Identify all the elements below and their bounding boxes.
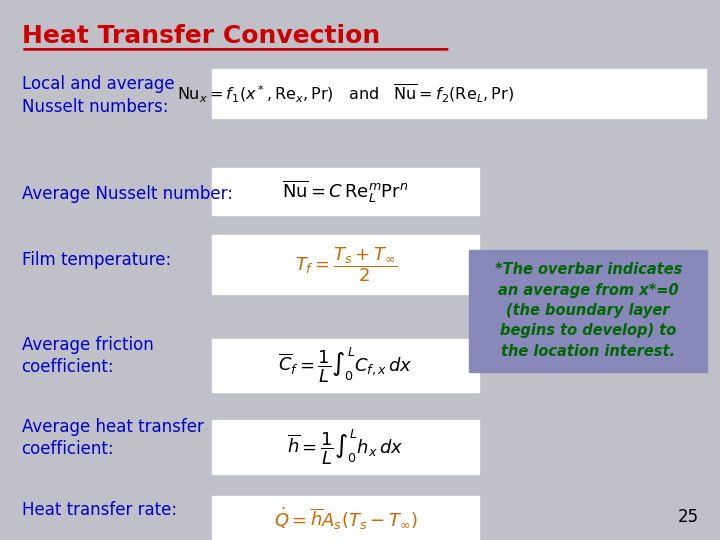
FancyBboxPatch shape (212, 235, 479, 294)
FancyBboxPatch shape (212, 339, 479, 392)
Text: Average friction
coefficient:: Average friction coefficient: (22, 335, 153, 376)
Text: Average Nusselt number:: Average Nusselt number: (22, 185, 233, 202)
Text: Average heat transfer
coefficient:: Average heat transfer coefficient: (22, 418, 204, 458)
Text: $T_f = \dfrac{T_s + T_\infty}{2}$: $T_f = \dfrac{T_s + T_\infty}{2}$ (294, 245, 397, 284)
Text: $\overline{C}_f = \dfrac{1}{L}\int_0^L C_{f,x}\,dx$: $\overline{C}_f = \dfrac{1}{L}\int_0^L C… (278, 346, 413, 385)
Text: Film temperature:: Film temperature: (22, 251, 171, 269)
FancyBboxPatch shape (212, 496, 479, 540)
Text: $\overline{\mathrm{Nu}} = C\,\mathrm{Re}_L^m\mathrm{Pr}^n$: $\overline{\mathrm{Nu}} = C\,\mathrm{Re}… (282, 178, 409, 205)
Text: $\overline{h} = \dfrac{1}{L}\int_0^L h_x\,dx$: $\overline{h} = \dfrac{1}{L}\int_0^L h_x… (287, 428, 404, 467)
Text: Local and average
Nusselt numbers:: Local and average Nusselt numbers: (22, 76, 174, 116)
FancyBboxPatch shape (212, 168, 479, 215)
Text: *The overbar indicates
an average from x*=0
(the boundary layer
begins to develo: *The overbar indicates an average from x… (495, 262, 682, 359)
FancyBboxPatch shape (212, 421, 479, 474)
Text: Heat transfer rate:: Heat transfer rate: (22, 501, 176, 518)
Text: Heat Transfer Convection: Heat Transfer Convection (22, 24, 380, 48)
Text: $\dot{Q} = \overline{h}A_s(T_s - T_\infty)$: $\dot{Q} = \overline{h}A_s(T_s - T_\inft… (274, 506, 418, 532)
FancyBboxPatch shape (469, 249, 707, 372)
FancyBboxPatch shape (212, 69, 706, 118)
Text: 25: 25 (678, 508, 698, 525)
Text: $\mathrm{Nu}_x = f_1(x^*, \mathrm{Re}_x, \mathrm{Pr})$   and   $\overline{\mathr: $\mathrm{Nu}_x = f_1(x^*, \mathrm{Re}_x,… (177, 82, 514, 105)
